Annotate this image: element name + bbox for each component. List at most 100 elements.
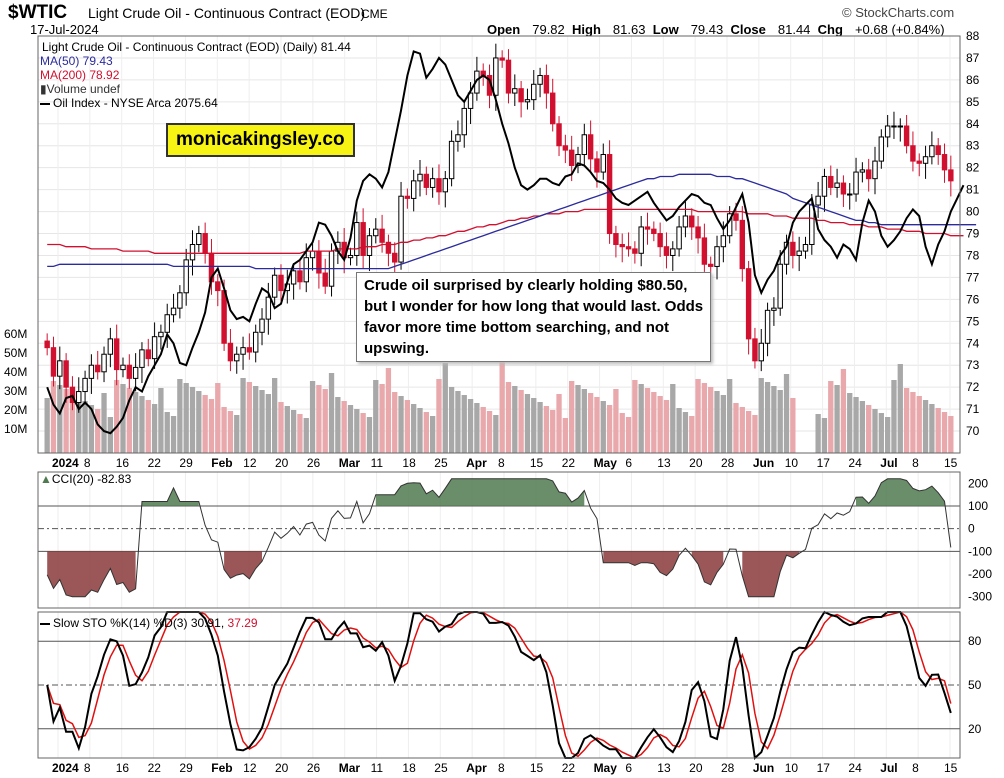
volume-bar <box>309 381 316 453</box>
volume-bar <box>821 418 828 453</box>
volume-bar <box>847 393 853 453</box>
candle-body <box>790 241 796 256</box>
x-tick-label: Mar <box>339 456 361 470</box>
volume-bar <box>783 374 790 453</box>
legend-ma200: MA(200) 78.92 <box>40 68 120 82</box>
candle-body <box>436 178 442 193</box>
volume-bar <box>392 392 398 453</box>
candle-body <box>783 241 790 265</box>
chart-date: 17-Jul-2024 <box>30 22 99 37</box>
x-tick-label: 10 <box>785 761 799 775</box>
volume-bar <box>461 395 467 453</box>
volume-bar <box>815 414 821 453</box>
candle-body <box>82 377 88 393</box>
volume-bar <box>132 392 139 453</box>
volume-bar <box>916 396 922 453</box>
candle-body <box>202 233 208 254</box>
volume-bar <box>322 389 328 453</box>
candle-body <box>404 195 411 199</box>
price-tick-label: 74 <box>966 336 980 350</box>
candle-body <box>297 270 303 283</box>
legend-cci: ▲CCI(20) -82.83 <box>40 472 131 486</box>
candle-body <box>935 145 941 156</box>
close-value: 81.44 <box>777 22 811 37</box>
cci-icon: ▲ <box>40 472 52 486</box>
candle-body <box>467 92 474 109</box>
volume-bar <box>164 412 170 453</box>
candle-body <box>707 263 714 267</box>
candle-body <box>113 338 120 371</box>
volume-bar <box>290 410 297 453</box>
volume-bar <box>328 373 335 453</box>
cci-oversold-fill <box>691 551 724 585</box>
x-tick-label: 2024 <box>52 456 79 470</box>
x-tick-label: Apr <box>466 456 487 470</box>
volume-bar <box>929 404 935 453</box>
x-tick-label: 18 <box>402 761 416 775</box>
x-tick-label: 15 <box>530 761 544 775</box>
candle-body <box>44 340 50 349</box>
candle-body <box>865 169 872 180</box>
cci-oversold-fill <box>742 551 800 597</box>
sto-tick-label: 80 <box>968 634 982 648</box>
volume-bar <box>670 384 676 453</box>
candle-body <box>670 248 676 256</box>
candle-body <box>701 237 708 265</box>
x-tick-label: 8 <box>498 761 505 775</box>
x-tick-label: 20 <box>275 761 289 775</box>
candle-body <box>63 360 69 388</box>
candle-body <box>417 173 423 182</box>
volume-bar <box>859 401 866 453</box>
close-label: Close <box>730 22 766 37</box>
candle-body <box>379 228 385 243</box>
volume-bar <box>866 405 872 453</box>
volume-bar <box>897 364 903 453</box>
volume-bar <box>208 399 215 453</box>
cci-tick-label: -300 <box>968 590 992 604</box>
volume-bar <box>613 389 619 453</box>
candle-body <box>878 136 885 162</box>
volume-bar <box>88 405 95 453</box>
volume-bar <box>436 379 442 453</box>
candle-body <box>872 160 878 180</box>
volume-bar <box>101 393 107 453</box>
x-tick-label: 8 <box>912 761 919 775</box>
x-tick-label: 12 <box>243 761 257 775</box>
volume-bar <box>935 408 941 453</box>
cci-tick-label: -200 <box>968 567 992 581</box>
volume-bar <box>278 402 284 453</box>
candle-body <box>745 268 752 340</box>
volume-bar <box>253 386 259 453</box>
volume-bar <box>638 384 644 453</box>
x-tick-label: 22 <box>148 761 162 775</box>
candle-body <box>891 125 897 128</box>
x-tick-label: 8 <box>498 456 505 470</box>
volume-bar <box>373 380 379 453</box>
volume-bar <box>575 385 581 453</box>
candle-body <box>512 88 518 94</box>
candle-body <box>568 149 575 166</box>
volume-bar <box>739 407 745 453</box>
price-tick-label: 70 <box>966 424 980 438</box>
volume-bar <box>474 403 480 453</box>
volume-bar <box>335 397 341 453</box>
candle-body <box>606 154 613 235</box>
volume-bar <box>265 394 271 453</box>
volume-bar <box>385 368 392 453</box>
line-icon <box>40 622 50 625</box>
x-tick-label: 17 <box>817 456 831 470</box>
x-tick-label: 18 <box>402 456 416 470</box>
volume-bar <box>790 398 796 453</box>
volume-bar <box>556 394 562 453</box>
volume-bar <box>50 381 57 453</box>
candle-body <box>815 195 821 206</box>
volume-bar <box>651 392 657 453</box>
volume-bar <box>303 418 309 453</box>
volume-bar <box>316 385 322 453</box>
volume-bar <box>423 412 429 453</box>
candle-body <box>215 281 221 292</box>
candle-body <box>278 274 284 292</box>
volume-bar <box>903 388 910 453</box>
high-label: High <box>572 22 601 37</box>
candle-body <box>398 195 404 263</box>
